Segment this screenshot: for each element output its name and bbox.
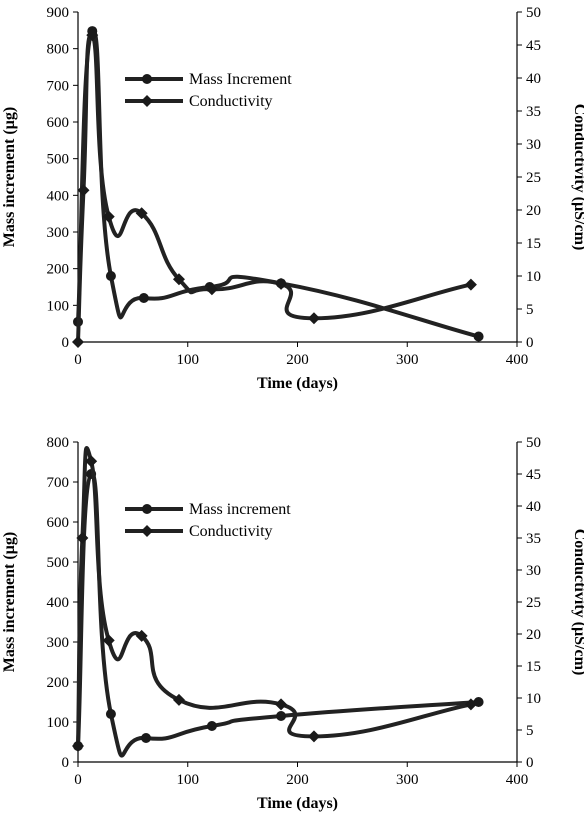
data-point-circle bbox=[276, 711, 287, 721]
y-right-tick-label: 50 bbox=[526, 5, 541, 21]
y-right-tick-label: 45 bbox=[526, 38, 541, 54]
y-left-tick-label: 0 bbox=[62, 755, 70, 771]
data-point-diamond bbox=[102, 210, 115, 223]
legend-entry: Mass increment bbox=[189, 501, 291, 518]
y-right-axis-label: Conductivity (µS/cm) bbox=[571, 104, 584, 251]
y-left-tick-label: 100 bbox=[47, 298, 70, 314]
y-right-tick-label: 30 bbox=[526, 563, 541, 579]
data-point-diamond bbox=[307, 312, 320, 325]
y-right-tick-label: 0 bbox=[526, 755, 534, 771]
y-left-tick-label: 0 bbox=[62, 335, 70, 351]
x-tick-label: 200 bbox=[286, 352, 309, 368]
data-point-diamond bbox=[102, 634, 115, 647]
data-point-circle bbox=[138, 293, 149, 303]
x-tick-label: 100 bbox=[177, 772, 200, 788]
y-left-tick-label: 100 bbox=[47, 715, 70, 731]
y-right-tick-label: 0 bbox=[526, 335, 534, 351]
y-left-tick-label: 300 bbox=[47, 225, 70, 241]
data-point-diamond bbox=[275, 277, 288, 290]
y-right-tick-label: 10 bbox=[526, 269, 541, 285]
x-tick-label: 400 bbox=[506, 772, 529, 788]
y-left-tick-label: 600 bbox=[47, 115, 70, 131]
data-point-diamond bbox=[135, 207, 148, 220]
y-right-tick-label: 25 bbox=[526, 595, 541, 611]
data-point-circle bbox=[105, 709, 116, 719]
series-line-2 bbox=[76, 446, 472, 747]
x-tick-label: 0 bbox=[74, 352, 82, 368]
y-right-tick-label: 40 bbox=[526, 71, 541, 87]
y-left-tick-label: 500 bbox=[47, 152, 70, 168]
y-right-tick-label: 35 bbox=[526, 531, 541, 547]
y-left-tick-label: 400 bbox=[47, 595, 70, 611]
data-point-diamond bbox=[464, 278, 477, 291]
data-point-diamond bbox=[205, 283, 218, 296]
legend-marker bbox=[141, 525, 153, 537]
data-point-circle bbox=[141, 733, 152, 743]
data-point-diamond bbox=[72, 740, 84, 752]
y-left-tick-label: 500 bbox=[47, 555, 70, 571]
y-right-tick-label: 5 bbox=[526, 302, 534, 318]
data-point-diamond bbox=[172, 273, 185, 286]
y-left-tick-label: 400 bbox=[47, 188, 70, 204]
x-tick-label: 300 bbox=[396, 772, 419, 788]
data-point-diamond bbox=[86, 29, 99, 42]
data-point-circle bbox=[105, 271, 116, 281]
y-right-axis-label: Conductivity (µS/cm) bbox=[571, 529, 584, 676]
data-point-diamond bbox=[135, 629, 148, 642]
legend-entry: Conductivity bbox=[189, 523, 273, 540]
y-left-tick-label: 600 bbox=[47, 515, 70, 531]
y-right-tick-label: 15 bbox=[526, 659, 541, 675]
y-left-tick-label: 800 bbox=[47, 435, 70, 451]
y-left-tick-label: 700 bbox=[47, 475, 70, 491]
y-left-tick-label: 900 bbox=[47, 5, 70, 21]
legend-entry: Mass Increment bbox=[189, 71, 292, 88]
y-left-tick-label: 200 bbox=[47, 262, 70, 278]
x-axis-label: Time (days) bbox=[257, 375, 338, 392]
data-point-diamond bbox=[172, 693, 185, 706]
y-right-tick-label: 50 bbox=[526, 435, 541, 451]
data-point-diamond bbox=[275, 698, 288, 711]
x-tick-label: 300 bbox=[396, 352, 419, 368]
data-point-diamond bbox=[77, 184, 90, 197]
data-point-circle bbox=[473, 331, 484, 342]
x-tick-label: 200 bbox=[286, 772, 309, 788]
y-right-tick-label: 20 bbox=[526, 203, 541, 219]
legend-marker bbox=[142, 74, 152, 84]
y-left-tick-label: 300 bbox=[47, 635, 70, 651]
y-left-tick-label: 800 bbox=[47, 42, 70, 58]
y-left-tick-label: 700 bbox=[47, 78, 70, 94]
y-right-tick-label: 40 bbox=[526, 499, 541, 515]
chart-panel-1: 0 100 200 300 400010020030040050060070080090… bbox=[1, 5, 584, 392]
chart-panel-2: 0 100 200 300 400010020030040050060070080005… bbox=[1, 435, 584, 812]
data-point-diamond bbox=[76, 532, 89, 544]
data-point-diamond bbox=[464, 698, 477, 711]
y-right-tick-label: 35 bbox=[526, 104, 541, 120]
data-point-circle bbox=[206, 721, 217, 731]
y-right-tick-label: 10 bbox=[526, 691, 541, 707]
y-right-tick-label: 20 bbox=[526, 627, 541, 643]
x-tick-label: 0 bbox=[74, 772, 82, 788]
legend-entry: Conductivity bbox=[189, 93, 273, 110]
legend-marker bbox=[142, 504, 152, 514]
x-tick-label: 400 bbox=[506, 352, 529, 368]
y-left-axis-label: Mass increment (µg) bbox=[1, 532, 18, 672]
y-left-tick-label: 200 bbox=[47, 675, 70, 691]
y-right-tick-label: 30 bbox=[526, 137, 541, 153]
y-right-tick-label: 15 bbox=[526, 236, 541, 252]
x-axis-label: Time (days) bbox=[257, 795, 338, 812]
data-point-diamond bbox=[72, 336, 84, 348]
legend-marker bbox=[141, 95, 153, 107]
x-tick-label: 100 bbox=[177, 352, 200, 368]
data-point-diamond bbox=[307, 730, 320, 743]
data-point-diamond bbox=[85, 455, 98, 468]
y-left-axis-label: Mass increment (µg) bbox=[1, 107, 18, 247]
y-right-tick-label: 45 bbox=[526, 467, 541, 483]
y-right-tick-label: 5 bbox=[526, 723, 534, 739]
y-right-tick-label: 25 bbox=[526, 170, 541, 186]
